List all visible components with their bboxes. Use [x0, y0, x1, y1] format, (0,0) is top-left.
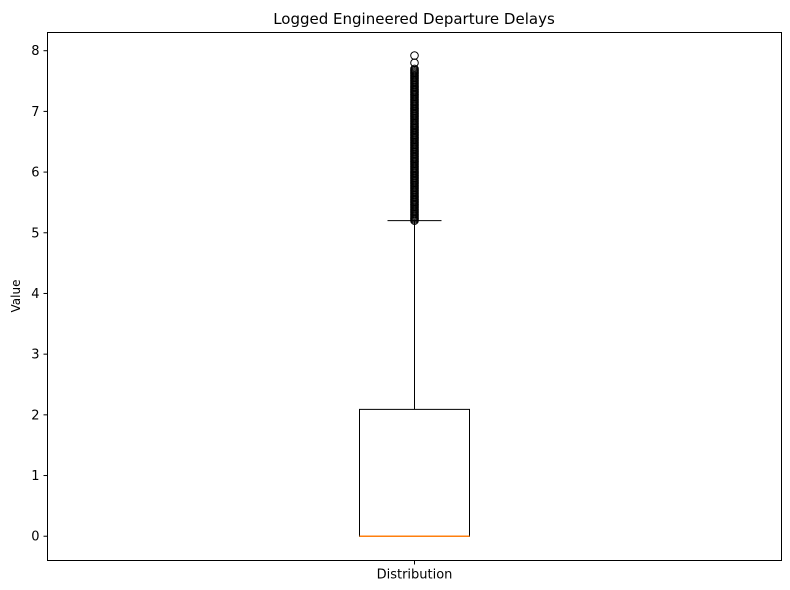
outlier-point: [410, 51, 419, 60]
x-axis-ticks: Distribution: [377, 560, 453, 583]
y-tick-label: 3: [31, 348, 39, 363]
chart-title: Logged Engineered Departure Delays: [273, 10, 555, 28]
outlier-point: [410, 64, 419, 74]
y-tick-label: 7: [31, 105, 39, 120]
y-tick-label: 5: [31, 226, 39, 241]
y-axis-ticks: 0 1 2 3 4 5 6 7 8: [31, 44, 48, 545]
y-tick-label: 1: [31, 469, 39, 484]
plot-frame: [47, 32, 782, 561]
y-tick-label: 0: [31, 530, 39, 545]
y-tick-label: 8: [31, 44, 39, 59]
y-tick-label: 4: [31, 287, 39, 302]
y-axis-label: Value: [9, 280, 23, 313]
y-tick-label: 2: [31, 408, 39, 423]
iqr-box: [359, 408, 470, 537]
plot-area: [359, 51, 470, 537]
x-tick-label: Distribution: [377, 568, 453, 583]
y-tick-label: 6: [31, 166, 39, 181]
outliers: [410, 51, 419, 225]
